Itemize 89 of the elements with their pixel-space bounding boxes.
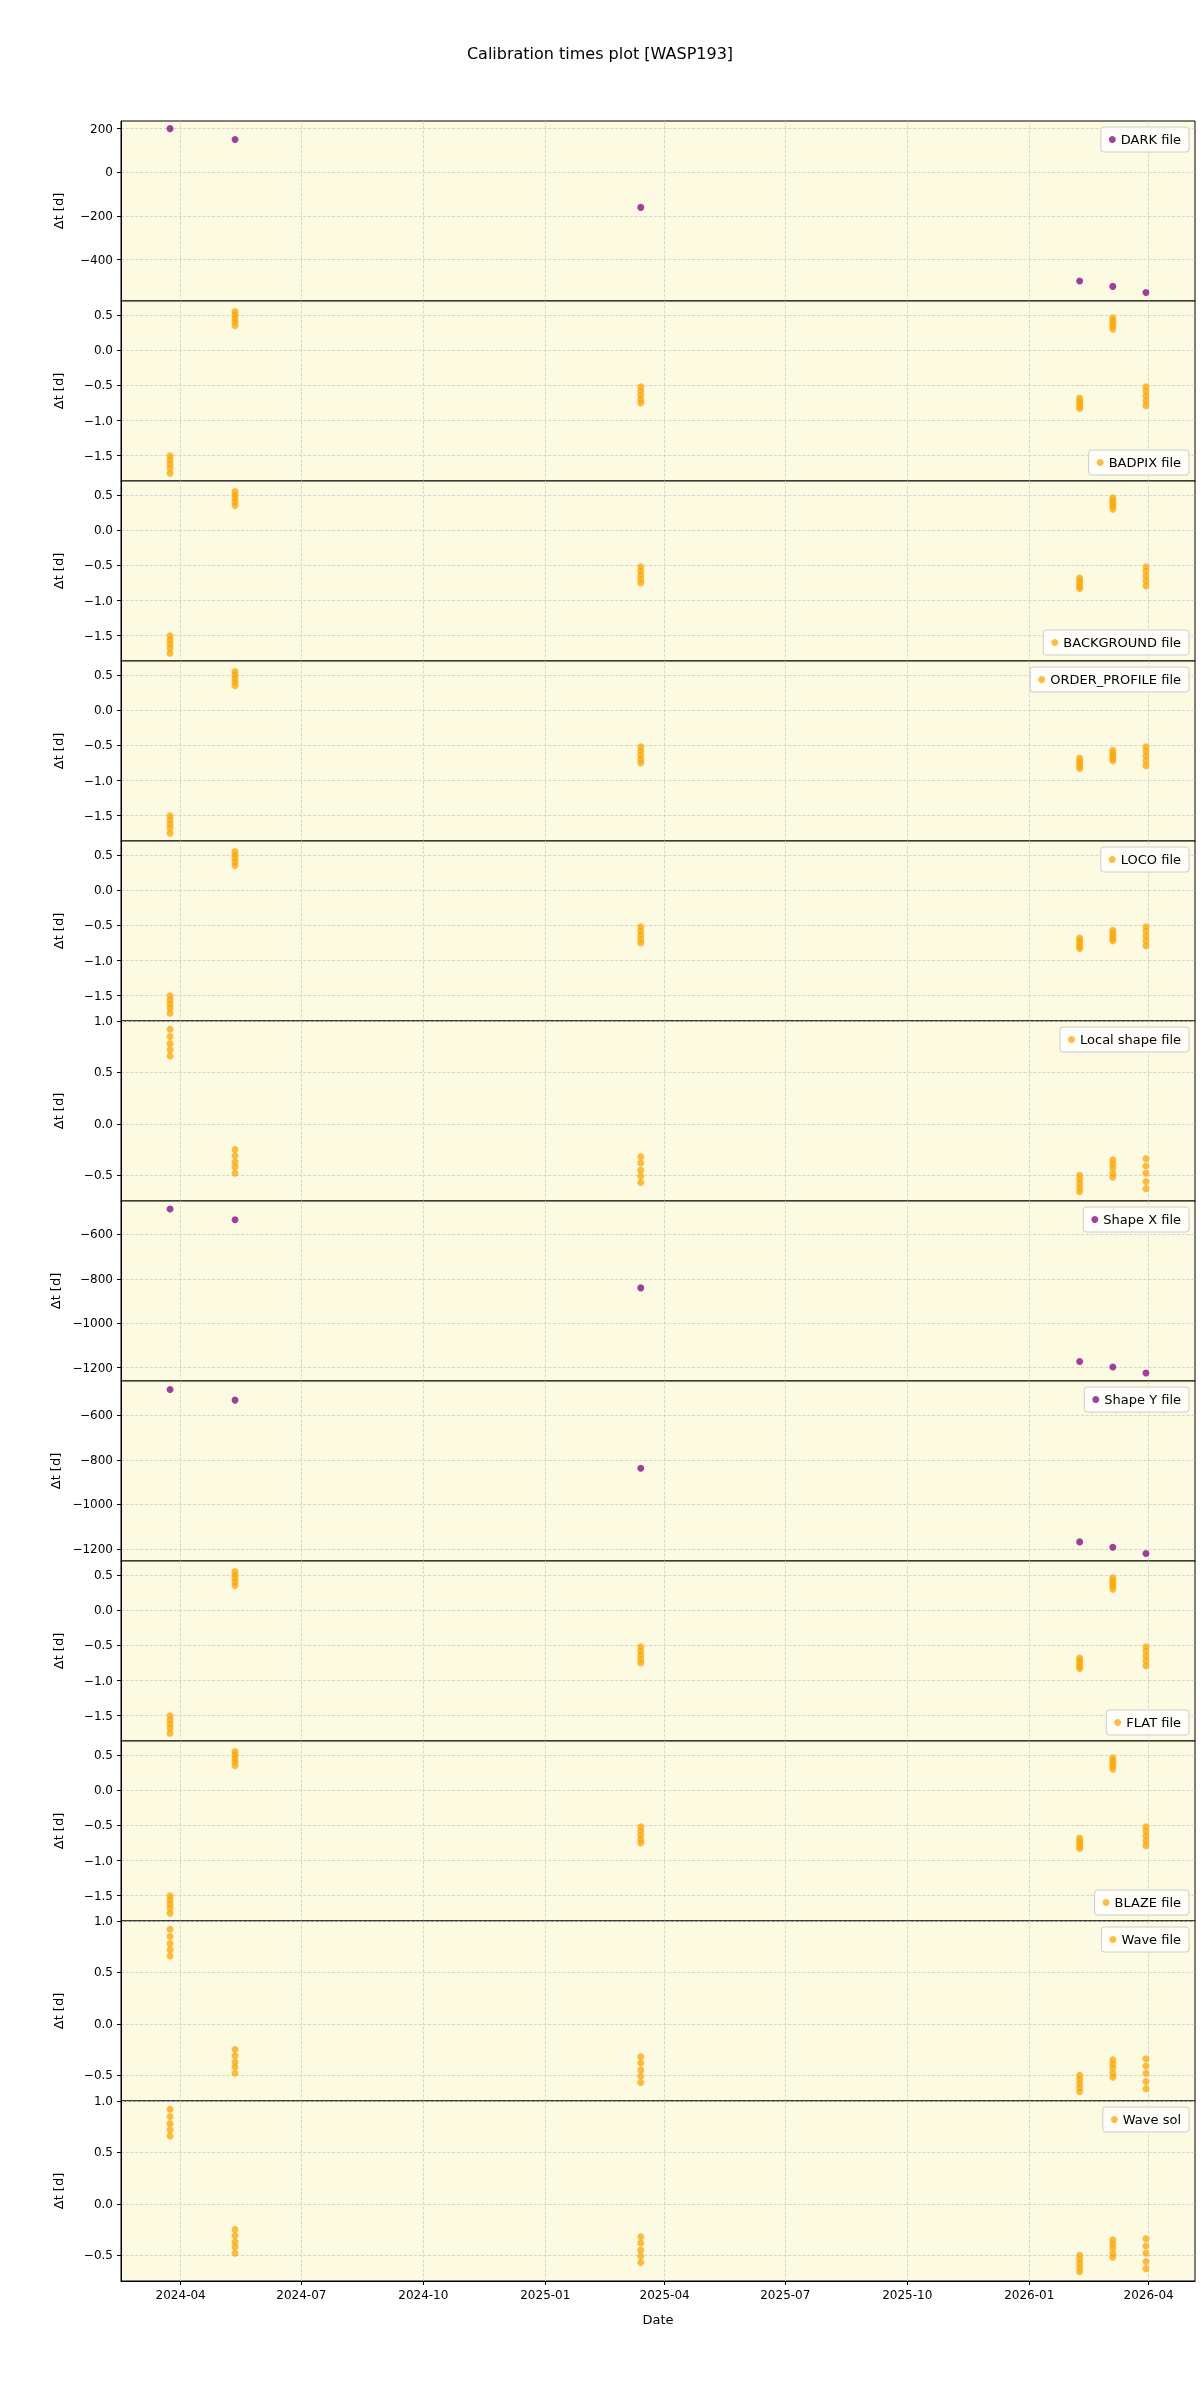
y-tick-label: −0.5 — [83, 738, 113, 753]
y-tick-label: −0.5 — [83, 1638, 113, 1653]
y-tick-label: −200 — [80, 208, 113, 223]
y-tick-label: −1.5 — [83, 1888, 113, 1903]
y-axis-title: Δt [d] — [51, 2172, 66, 2210]
legend-label: BACKGROUND file — [1063, 635, 1182, 650]
y-tick-label: 1.0 — [93, 1014, 113, 1028]
x-tick-label: 2025-01 — [520, 2288, 571, 2302]
y-tick-label: 1.0 — [93, 1914, 113, 1928]
legend-label: BADPIX file — [1108, 455, 1182, 470]
x-tick-label: 2026-01 — [1004, 2288, 1055, 2302]
y-tick-label: 0.0 — [93, 343, 113, 358]
y-tick-label: 0.0 — [93, 1603, 113, 1618]
y-tick-label: 0.0 — [93, 2016, 113, 2031]
y-tick-label: 0.5 — [93, 1568, 113, 1583]
legend-label: BLAZE file — [1114, 1895, 1181, 1910]
y-tick-label: −0.5 — [83, 2248, 113, 2263]
y-tick-label: −1.0 — [83, 773, 113, 788]
y-tick-label: 0.5 — [93, 308, 113, 323]
y-tick-label: −1.0 — [83, 413, 113, 428]
chart-title: Calibration times plot [WASP193] — [466, 43, 734, 63]
y-axis-title: Δt [d] — [51, 192, 66, 230]
y-tick-label: 0.5 — [93, 488, 113, 503]
y-tick-label: 0.5 — [93, 848, 113, 863]
y-tick-label: −1.5 — [83, 988, 113, 1003]
y-tick-label: −1.0 — [83, 1673, 113, 1688]
y-tick-label: −1000 — [72, 1316, 113, 1331]
y-axis-title: Δt [d] — [51, 1992, 66, 2030]
y-axis-title: Δt [d] — [51, 552, 66, 590]
legend-label: FLAT file — [1126, 1715, 1182, 1730]
legend-label: Wave sol — [1122, 2112, 1182, 2127]
legend-label: Wave file — [1121, 1932, 1182, 1947]
y-tick-label: −400 — [80, 252, 113, 267]
y-tick-label: 1.0 — [93, 2094, 113, 2108]
y-tick-label: 0.0 — [93, 1116, 113, 1131]
x-tick-label: 2024-04 — [155, 2288, 206, 2302]
legend-label: Local shape file — [1080, 1032, 1182, 1047]
y-tick-label: −0.5 — [83, 918, 113, 933]
y-tick-label: −0.5 — [83, 378, 113, 393]
y-tick-label: −1.0 — [83, 593, 113, 608]
y-tick-label: −800 — [80, 1271, 113, 1286]
y-tick-label: −0.5 — [83, 558, 113, 573]
y-tick-label: 0.0 — [93, 1783, 113, 1798]
y-axis-title: Δt [d] — [51, 732, 66, 770]
x-tick-label: 2025-10 — [882, 2288, 933, 2302]
y-tick-label: 0.5 — [93, 2145, 113, 2160]
x-tick-label: 2026-04 — [1123, 2288, 1174, 2302]
y-tick-label: 0.0 — [93, 703, 113, 718]
x-tick-label: 2024-07 — [276, 2288, 327, 2302]
y-tick-label: −1.5 — [83, 1708, 113, 1723]
x-tick-label: 2025-07 — [760, 2288, 811, 2302]
y-tick-label: 0.0 — [93, 883, 113, 898]
legend-label: ORDER_PROFILE file — [1050, 672, 1181, 687]
y-tick-label: −600 — [80, 1408, 113, 1423]
y-tick-label: −800 — [80, 1452, 113, 1467]
y-tick-label: −0.5 — [83, 1818, 113, 1833]
y-tick-label: 0 — [105, 165, 113, 180]
y-tick-label: 0.5 — [93, 1965, 113, 1980]
legend-label: Shape X file — [1103, 1212, 1182, 1227]
y-tick-label: −1.0 — [83, 1853, 113, 1868]
y-tick-label: −1.0 — [83, 953, 113, 968]
y-tick-label: −0.5 — [83, 2068, 113, 2083]
y-axis-title: Δt [d] — [51, 912, 66, 950]
y-tick-label: 0.0 — [93, 523, 113, 538]
y-tick-label: −1200 — [72, 1541, 113, 1556]
y-axis-title: Δt [d] — [47, 1272, 63, 1310]
x-axis-title: Date — [642, 2312, 674, 2327]
y-tick-label: −600 — [80, 1227, 113, 1242]
y-axis-title: Δt [d] — [51, 1092, 66, 1130]
y-tick-label: −1.5 — [83, 448, 113, 463]
y-axis-title: Δt [d] — [51, 1812, 66, 1850]
legend-label: Shape Y file — [1104, 1392, 1182, 1407]
y-tick-label: −1.5 — [83, 628, 113, 643]
y-tick-label: 0.5 — [93, 1065, 113, 1080]
y-axis-title: Δt [d] — [47, 1452, 63, 1490]
y-tick-label: −0.5 — [83, 1168, 113, 1183]
y-tick-label: 0.0 — [93, 2196, 113, 2211]
y-tick-label: 0.5 — [93, 1748, 113, 1763]
legend-label: LOCO file — [1120, 852, 1182, 867]
y-tick-label: −1000 — [72, 1497, 113, 1512]
y-tick-label: 0.5 — [93, 668, 113, 683]
y-axis-title: Δt [d] — [51, 1632, 66, 1670]
legend-label: DARK file — [1120, 132, 1182, 147]
y-tick-label: 200 — [90, 121, 113, 136]
x-tick-label: 2025-04 — [639, 2288, 690, 2302]
y-tick-label: −1200 — [72, 1360, 113, 1375]
x-tick-label: 2024-10 — [398, 2288, 449, 2302]
y-axis-title: Δt [d] — [51, 372, 66, 410]
y-tick-label: −1.5 — [83, 808, 113, 823]
